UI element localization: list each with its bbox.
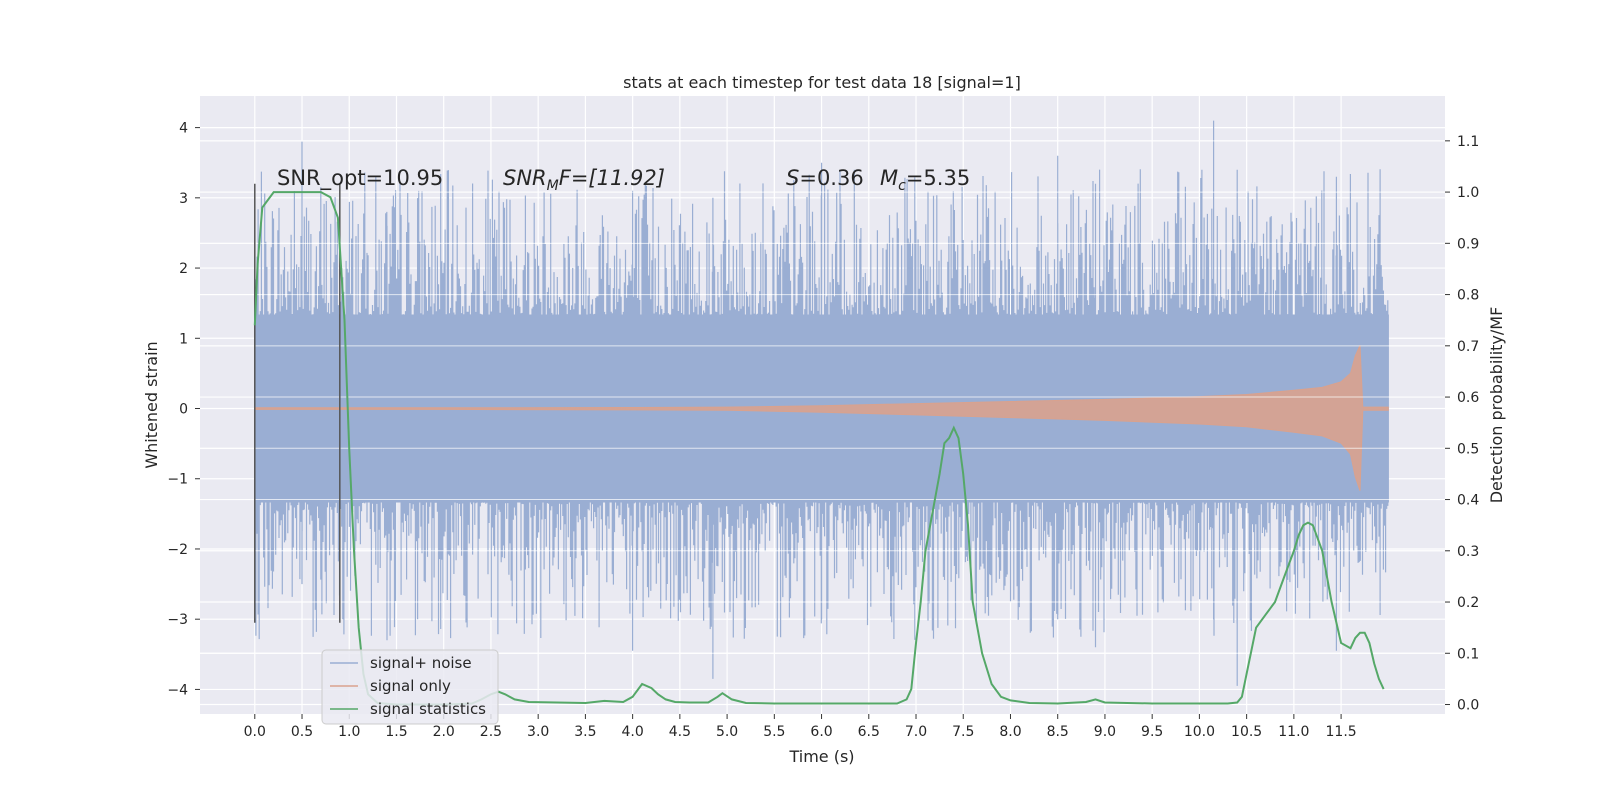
annotation-snr-opt: SNR_opt=10.95	[277, 166, 443, 191]
y2-axis-label: Detection probability/MF	[1487, 307, 1506, 504]
x-tick-label: 10.5	[1231, 724, 1262, 740]
s-value: =0.36	[799, 166, 863, 190]
y-tick-label: −3	[167, 612, 188, 628]
x-tick-label: 3.0	[527, 724, 549, 740]
x-tick-label: 9.0	[1094, 724, 1116, 740]
y2-tick-label: 0.8	[1457, 288, 1479, 304]
axis-ticks: 0.0 0.5 1.0 1.5 2.0 2.5 3.0 3.5 4.0 4.5 5.0 5.5 6.0 6…	[167, 121, 1479, 740]
y-tick-label: 3	[179, 191, 188, 207]
x-tick-label: 4.5	[669, 724, 691, 740]
x-tick-label: 7.0	[905, 724, 927, 740]
y2-tick-label: 1.0	[1457, 185, 1479, 201]
x-tick-label: 6.0	[810, 724, 832, 740]
x-tick-label: 6.5	[858, 724, 880, 740]
x-tick-label: 1.5	[385, 724, 407, 740]
y2-tick-label: 0.7	[1457, 339, 1479, 355]
x-tick-label: 4.0	[621, 724, 643, 740]
x-tick-label: 11.0	[1278, 724, 1309, 740]
y2-tick-label: 0.2	[1457, 595, 1479, 611]
x-axis-label: Time (s)	[788, 747, 854, 766]
y2-tick-label: 1.1	[1457, 134, 1479, 150]
x-tick-label: 5.5	[763, 724, 785, 740]
x-tick-label: 9.5	[1141, 724, 1163, 740]
s-symbol: S	[786, 166, 799, 190]
x-tick-label: 1.0	[338, 724, 360, 740]
y-tick-label: −4	[167, 682, 188, 698]
x-tick-label: 2.5	[480, 724, 502, 740]
x-tick-label: 8.5	[1047, 724, 1069, 740]
legend-label-signal-only: signal only	[370, 677, 451, 695]
y-tick-label: 0	[179, 402, 188, 418]
y2-tick-label: 0.4	[1457, 493, 1479, 509]
x-tick-label: 0.5	[291, 724, 313, 740]
legend-label-signal-noise: signal+ noise	[370, 654, 472, 672]
snr-mf-subscript: M	[547, 178, 559, 194]
y2-tick-label: 0.3	[1457, 544, 1479, 560]
y2-tick-label: 0.9	[1457, 236, 1479, 252]
x-tick-label: 3.5	[574, 724, 596, 740]
data-layer	[200, 120, 1445, 706]
annotation-mc: Mc=5.35	[880, 166, 970, 194]
x-tick-label: 0.0	[244, 724, 266, 740]
annotation-s: S=0.36	[786, 166, 864, 190]
snr-mf-value: F=[11.92]	[559, 166, 665, 190]
y-axis-label: Whitened strain	[142, 341, 161, 468]
snr-mf-symbol: SNR	[503, 166, 547, 190]
chart-title: stats at each timestep for test data 18 …	[623, 73, 1021, 92]
x-tick-label: 2.0	[433, 724, 455, 740]
series-signal-only	[254, 345, 1389, 491]
y2-tick-label: 0.1	[1457, 646, 1479, 662]
x-tick-label: 7.5	[952, 724, 974, 740]
mc-value: =5.35	[906, 166, 970, 190]
y2-tick-label: 0.5	[1457, 441, 1479, 457]
legend-label-signal-statistics: signal statistics	[370, 700, 486, 718]
y-tick-label: 1	[179, 331, 188, 347]
y2-tick-label: 0.6	[1457, 390, 1479, 406]
legend-frame	[321, 649, 499, 725]
y-tick-label: −1	[167, 472, 188, 488]
mc-symbol: M	[880, 166, 898, 190]
x-tick-label: 10.0	[1184, 724, 1215, 740]
y-tick-label: 4	[179, 121, 188, 137]
annotation-snr-mf: SNRMF=[11.92]	[503, 166, 665, 194]
y2-tick-label: 0.0	[1457, 698, 1479, 714]
x-tick-label: 11.5	[1326, 724, 1357, 740]
mc-subscript: c	[898, 178, 906, 194]
y-tick-label: −2	[167, 542, 188, 558]
legend: signal+ noise signal only signal statist…	[321, 649, 499, 725]
y-tick-label: 2	[179, 261, 188, 277]
x-tick-label: 8.0	[999, 724, 1021, 740]
x-tick-label: 5.0	[716, 724, 738, 740]
